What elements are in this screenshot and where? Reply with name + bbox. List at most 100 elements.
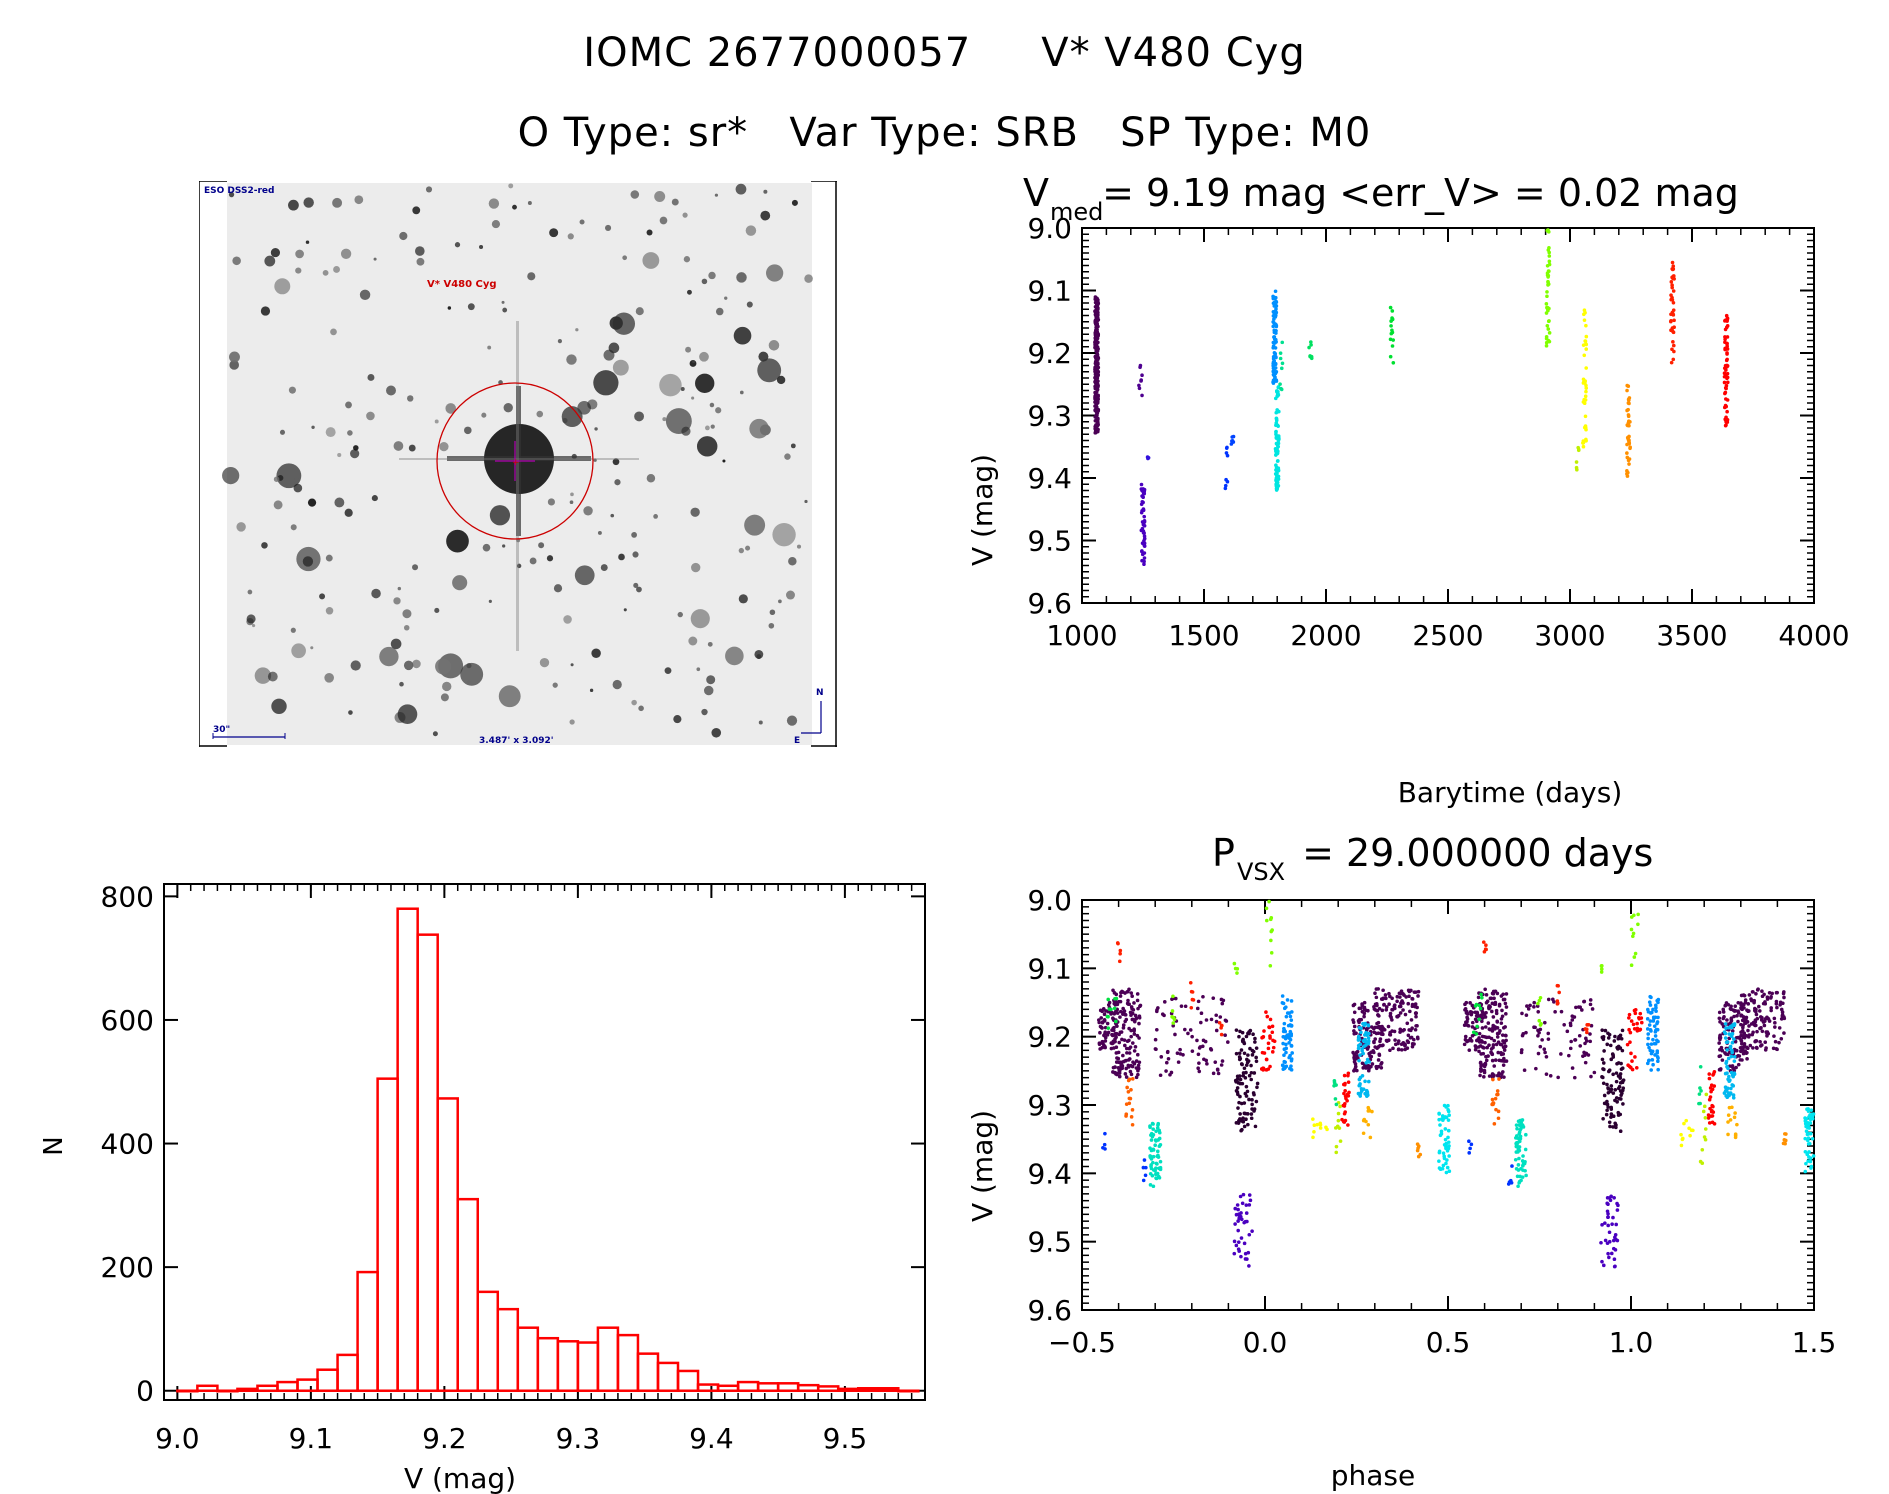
phase-point (1359, 1006, 1363, 1010)
phase-point (1364, 1060, 1369, 1065)
phase-point (1409, 1035, 1414, 1040)
lc-point (1584, 334, 1589, 339)
phase-point (1711, 1073, 1715, 1077)
field-star (547, 498, 555, 506)
field-star (788, 557, 797, 566)
lc-point (1545, 323, 1550, 328)
phase-point (1268, 963, 1273, 968)
phase-point (1698, 1064, 1703, 1069)
phase-point (1583, 1053, 1587, 1058)
phase-point (1374, 1001, 1379, 1006)
phase-point (1475, 1010, 1479, 1015)
phase-point (1629, 1065, 1633, 1070)
phase-point (1773, 1025, 1777, 1029)
phase-point (1710, 1108, 1714, 1113)
phase-point (1513, 1157, 1518, 1162)
phase-point (1729, 1086, 1733, 1091)
lc-point (1309, 343, 1313, 347)
phase-point (1609, 1107, 1614, 1111)
field-star (232, 256, 241, 266)
phase-point (1536, 1001, 1540, 1006)
phase-point (1413, 1027, 1418, 1032)
phase-point (1603, 1238, 1608, 1243)
lc-point (1583, 414, 1588, 419)
lc-point (1273, 396, 1278, 401)
phase-point (1602, 1093, 1607, 1098)
lc-point (1574, 460, 1579, 464)
object-types: O Type: sr* Var Type: SRB SP Type: M0 (0, 110, 1889, 156)
star-name: V* V480 Cyg (1041, 30, 1306, 76)
phase-point (1687, 1126, 1691, 1131)
phase-point (1477, 1031, 1482, 1036)
phase-point (1620, 1091, 1624, 1096)
phase-point (1524, 1030, 1528, 1035)
phase-point (1752, 998, 1757, 1003)
phase-point (1347, 1090, 1351, 1095)
field-star (288, 199, 299, 211)
phase-point (1760, 1043, 1764, 1047)
phase-point (1265, 1014, 1270, 1019)
phase-point (1573, 1038, 1577, 1042)
lc-point (1669, 293, 1673, 297)
phase-point (1352, 1068, 1356, 1073)
lc-point (1582, 353, 1587, 358)
phase-point (1148, 1146, 1152, 1151)
lc-point (1391, 361, 1396, 365)
phase-point (1606, 1223, 1610, 1228)
phase-point (1204, 1058, 1209, 1063)
phase-point (1150, 1173, 1155, 1178)
phase-point (1599, 970, 1604, 974)
phase-point (1133, 1013, 1138, 1018)
phase-point (1388, 1048, 1392, 1053)
phase-point (1190, 990, 1195, 994)
x-tick-label: 9.0 (155, 1422, 200, 1455)
field-star (638, 705, 644, 712)
phase-point (1343, 1088, 1347, 1093)
lc-point (1545, 290, 1549, 294)
lc-point (1142, 556, 1147, 560)
y-tick-label: 400 (101, 1128, 154, 1161)
field-star (677, 611, 683, 618)
phase-point (1601, 1116, 1605, 1121)
field-star (682, 212, 688, 218)
field-star (303, 197, 314, 208)
phase-point (1103, 1131, 1107, 1136)
lc-point (1545, 294, 1549, 299)
phase-point (1312, 1123, 1317, 1128)
phase-point (1807, 1126, 1811, 1130)
phase-point (1805, 1132, 1810, 1137)
phase-point (1245, 1257, 1249, 1261)
field-star (347, 430, 353, 436)
phase-point (1370, 1062, 1375, 1066)
lc-point (1275, 442, 1280, 447)
phase-point (1311, 1135, 1315, 1140)
field-star (605, 224, 612, 231)
phase-point (1125, 1039, 1130, 1044)
phase-point (1467, 1139, 1471, 1144)
x-tick-label: 3000 (1534, 619, 1605, 652)
x-tick-label: 2500 (1412, 619, 1483, 652)
lc-point (1275, 471, 1279, 476)
phase-point (1100, 1020, 1105, 1025)
phase-point (1485, 1045, 1489, 1050)
field-star (464, 426, 472, 435)
phase-point (1608, 1043, 1613, 1048)
field-star (274, 278, 291, 295)
phase-point (1809, 1164, 1814, 1169)
field-star (618, 553, 625, 561)
phase-point (1629, 927, 1634, 932)
phase-point (1136, 1068, 1140, 1073)
phase-point (1504, 1005, 1509, 1009)
y-tick-label: 9.4 (1027, 1157, 1072, 1190)
field-star (796, 544, 802, 549)
phase-point (1157, 1130, 1162, 1135)
phase-point (1489, 1050, 1493, 1055)
phase-point (1605, 1196, 1610, 1200)
phase-point (1484, 1010, 1488, 1015)
phase-point (1142, 1158, 1147, 1162)
phase-point (1114, 1019, 1118, 1024)
phase-point (1599, 1240, 1603, 1245)
field-star (454, 242, 461, 248)
field-star (322, 269, 329, 276)
field-star (340, 248, 352, 259)
